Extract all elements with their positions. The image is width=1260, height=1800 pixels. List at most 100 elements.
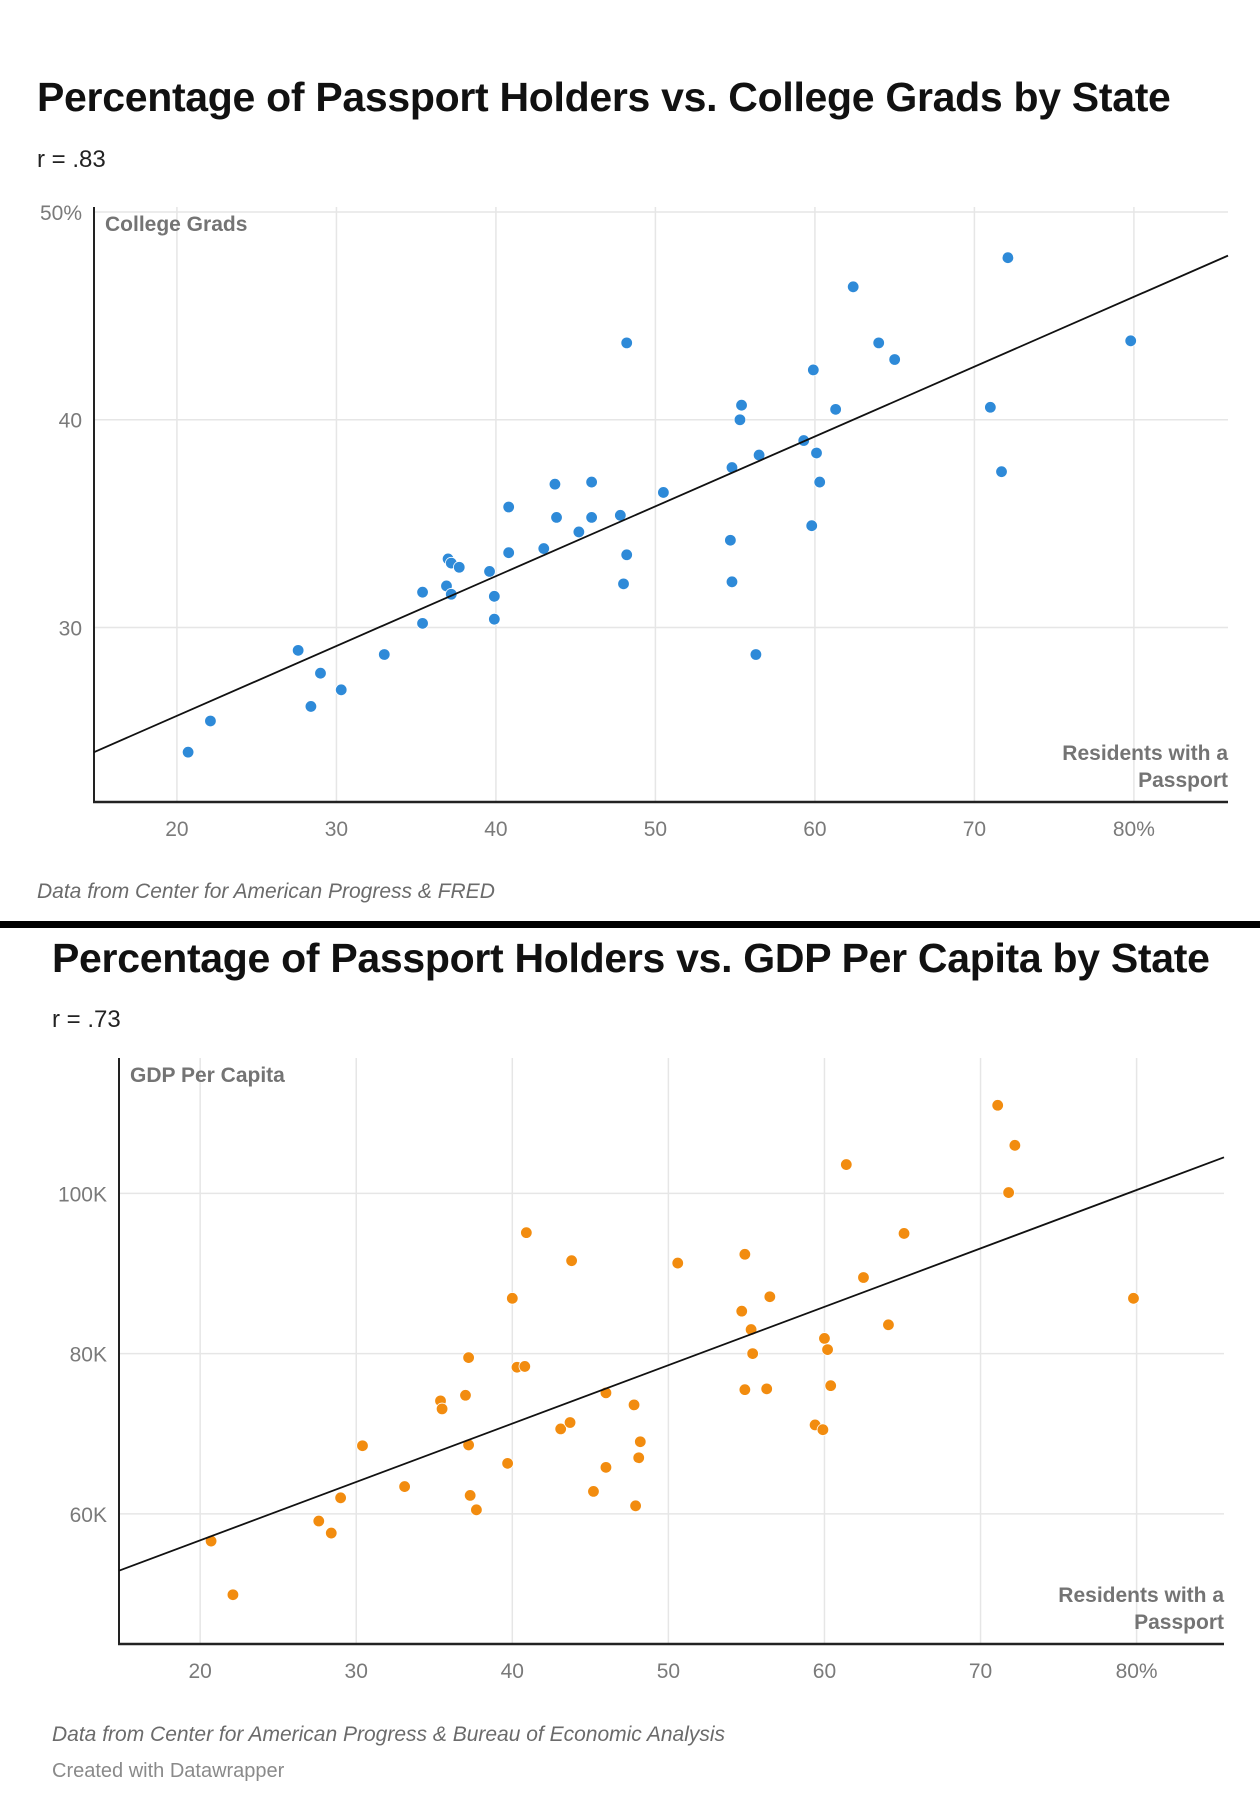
chart1-data-point — [416, 617, 429, 630]
chart2-data-point — [554, 1422, 567, 1436]
chart1-y-tick-label: 50% — [40, 202, 82, 225]
chart1-x-tick-label: 30 — [325, 818, 348, 841]
chart2-data-point — [824, 1379, 837, 1392]
chart1-source: Data from Center for American Progress &… — [37, 880, 495, 903]
chart2-data-point — [671, 1256, 684, 1270]
chart2-data-point — [435, 1402, 449, 1416]
chart2-data-point — [518, 1360, 531, 1373]
chart2-data-point — [356, 1439, 369, 1452]
chart2-x-axis-title-line1: Residents with a — [1058, 1584, 1224, 1607]
chart1-data-point — [829, 403, 842, 416]
chart1-data-point — [888, 353, 901, 366]
chart1-y-tick-label: 30 — [59, 617, 82, 640]
chart2-data-point — [627, 1398, 641, 1412]
chart1-data-point — [620, 336, 633, 350]
chart1-data-point — [1001, 251, 1015, 264]
chart1-data-point — [502, 500, 515, 514]
chart1-data-point — [314, 666, 327, 680]
chart1-data-point — [984, 401, 997, 414]
chart2-data-point — [1008, 1139, 1022, 1152]
chart2-x-tick-label: 40 — [501, 1660, 524, 1683]
chart1-x-tick-label: 60 — [803, 818, 826, 841]
chart2-data-point — [226, 1588, 240, 1601]
chart1-data-point — [749, 648, 763, 661]
chart2-data-point — [312, 1514, 325, 1528]
chart2-x-tick-label: 30 — [345, 1660, 368, 1683]
chart1-data-point — [572, 525, 586, 539]
chart2-data-point — [735, 1304, 748, 1318]
chart2-x-tick-label: 60 — [813, 1660, 836, 1683]
chart-separator — [0, 921, 1260, 928]
chart1-data-point — [810, 446, 823, 460]
chart1-data-point — [335, 683, 348, 697]
chart1-data-point — [181, 745, 195, 759]
chart2-x-axis-title-line2: Passport — [1134, 1611, 1224, 1634]
chart2-data-point — [565, 1254, 578, 1267]
chart1-correlation: r = .83 — [37, 146, 106, 173]
chart1-data-point — [585, 475, 598, 489]
chart2-data-point — [897, 1227, 911, 1240]
chart2-data-point — [629, 1499, 642, 1513]
chart1-x-axis-title-line1: Residents with a — [1062, 742, 1228, 765]
chart1-data-point — [483, 565, 496, 578]
chart1-data-point — [548, 477, 562, 491]
chart2-data-point — [587, 1485, 600, 1498]
chart2-data-point — [459, 1389, 472, 1402]
chart1-data-point — [585, 511, 598, 524]
chart2-y-tick-label: 80K — [70, 1344, 107, 1367]
chart1-data-point — [304, 700, 318, 713]
chart2-x-tick-label: 20 — [188, 1660, 211, 1683]
chart1-data-point — [805, 519, 818, 532]
chart2-data-point — [760, 1382, 773, 1396]
chart1-x-tick-label: 40 — [484, 818, 507, 841]
chart2-data-point — [763, 1290, 777, 1303]
chart1-trend-line — [93, 254, 1229, 753]
chart1-scatter-plot: 20 30 40 50 60 70 80% 30 40 50% College Grads Resid… — [40, 202, 1229, 841]
chart2-data-point — [501, 1457, 514, 1470]
chart2-data-point — [398, 1480, 411, 1493]
chart2-data-point — [1002, 1186, 1015, 1199]
chart2-data-point — [1127, 1292, 1140, 1305]
chart1-data-point — [550, 511, 563, 524]
chart1-x-tick-label: 20 — [165, 818, 188, 841]
chart1-data-point — [488, 590, 501, 603]
chart1-data-point — [617, 577, 630, 591]
chart1-data-point — [733, 413, 747, 426]
chart2-y-tick-label: 60K — [70, 1504, 107, 1527]
chart2-data-point — [746, 1347, 759, 1360]
datawrapper-credit: Created with Datawrapper — [52, 1760, 285, 1782]
chart2-data-point — [991, 1099, 1004, 1112]
chart2-data-point — [520, 1226, 533, 1239]
chart1-data-point — [807, 363, 820, 377]
chart2-data-point — [634, 1435, 647, 1448]
chart2-data-point — [325, 1526, 338, 1540]
chart1-data-point — [735, 399, 748, 412]
chart1-data-point — [846, 280, 860, 293]
chart2-data-point — [818, 1332, 831, 1345]
chart2-data-point — [632, 1451, 645, 1464]
chart1-x-tick-label: 50 — [644, 818, 667, 841]
chart2-x-tick-label: 80% — [1116, 1660, 1158, 1683]
chart2-data-point — [462, 1351, 475, 1364]
chart1-x-tick-label: 80% — [1113, 818, 1155, 841]
chart1-data-point — [725, 575, 739, 588]
chart1-data-point — [620, 548, 633, 561]
chart2-x-tick-label: 50 — [657, 1660, 680, 1683]
chart1-data-point — [1124, 334, 1137, 348]
chart2-data-point — [738, 1248, 752, 1261]
chart2-data-point — [882, 1318, 895, 1331]
chart2-data-point — [738, 1383, 752, 1396]
chart1-data-point — [291, 644, 305, 657]
chart2-data-point — [470, 1503, 483, 1517]
chart1-data-point — [724, 534, 737, 547]
chart2-data-point — [857, 1271, 870, 1284]
chart1-data-point — [453, 561, 466, 574]
chart1-data-point — [378, 648, 391, 661]
chart1-data-point — [995, 465, 1008, 478]
chart2-data-point — [563, 1416, 577, 1429]
chart1-data-point — [488, 612, 501, 626]
chart2-data-point — [816, 1423, 830, 1436]
chart2-y-axis-title: GDP Per Capita — [130, 1064, 285, 1087]
chart1-data-point — [502, 546, 515, 559]
